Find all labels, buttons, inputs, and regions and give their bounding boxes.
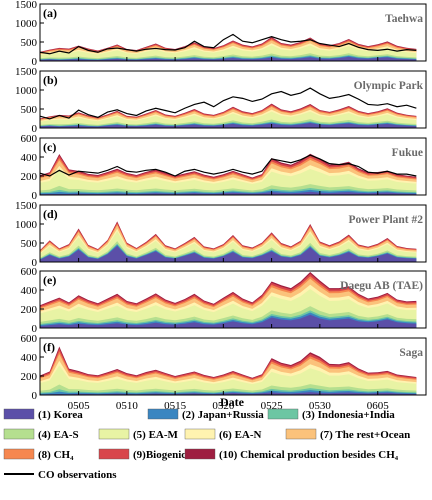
y-tick-label: 400 <box>21 352 38 364</box>
legend-item-ea_s: (4) EA-S <box>4 429 79 441</box>
legend-label: (1) Korea <box>38 409 83 421</box>
legend-item-chem_prod: (10) Chemical production besides CH₄ <box>185 449 399 461</box>
legend-item-ch4: (8) CH₄ <box>4 449 74 461</box>
legend-label: (9)Biogenic <box>133 449 186 461</box>
panel-label: (f) <box>43 340 55 354</box>
legend-label: (8) CH₄ <box>38 449 74 461</box>
y-tick-label: 500 <box>21 238 38 250</box>
site-title: Fukue <box>392 147 423 159</box>
y-tick-label: 600 <box>21 266 38 278</box>
legend-item-co-observations: CO observations <box>4 469 117 481</box>
legend-label: (6) EA-N <box>219 429 262 441</box>
legend: (1) Korea (2) Japan+Russia (3) Indonesia+I… <box>4 409 410 481</box>
legend-item-japan_russia: (2) Japan+Russia <box>148 409 264 421</box>
panel-label: (c) <box>43 140 56 154</box>
y-tick-label: 600 <box>21 333 38 345</box>
panel-6: 0 200 400 600 (f) Saga <box>21 333 427 402</box>
legend-label: (7) The rest+Ocean <box>320 429 410 441</box>
x-axis-title: Date <box>220 395 245 409</box>
y-tick-label: 200 <box>21 171 38 183</box>
panel-label: (d) <box>43 207 58 221</box>
legend-item-ea_m: (5) EA-M <box>99 429 179 441</box>
site-title: Saga <box>399 347 423 359</box>
legend-swatch <box>99 429 129 439</box>
y-tick-label: 1500 <box>15 0 38 11</box>
legend-swatch <box>286 429 316 439</box>
y-tick-label: 500 <box>21 37 38 49</box>
y-tick-label: 500 <box>21 104 38 116</box>
y-tick-label: 200 <box>21 371 38 383</box>
site-title: Daegu AB (TAE) <box>340 280 423 292</box>
legend-item-indonesia_india: (3) Indonesia+India <box>268 409 395 421</box>
y-tick-label: 1000 <box>15 219 38 231</box>
y-tick-label: 1500 <box>15 66 38 78</box>
legend-label: (3) Indonesia+India <box>302 409 395 421</box>
legend-swatch <box>99 449 129 459</box>
legend-item-ea_n: (6) EA-N <box>185 429 262 441</box>
panel-label: (e) <box>43 273 56 287</box>
legend-swatch <box>185 449 215 459</box>
panel-label: (b) <box>43 73 58 87</box>
panel-label: (a) <box>43 6 57 20</box>
legend-label: (4) EA-S <box>38 429 79 441</box>
legend-label: CO observations <box>38 469 117 481</box>
y-tick-label: 0 <box>32 390 38 402</box>
legend-label: (5) EA-M <box>133 429 179 441</box>
legend-label: (2) Japan+Russia <box>182 409 264 421</box>
legend-swatch <box>185 429 215 439</box>
y-tick-label: 400 <box>21 285 38 297</box>
site-title: Power Plant #2 <box>348 214 423 226</box>
site-title: Olympic Park <box>354 80 424 92</box>
y-tick-label: 200 <box>21 304 38 316</box>
y-tick-label: 1000 <box>15 18 38 30</box>
legend-swatch <box>268 409 298 419</box>
legend-swatch <box>4 429 34 439</box>
legend-swatch <box>4 409 34 419</box>
y-tick-label: 600 <box>21 133 38 145</box>
legend-swatch <box>148 409 178 419</box>
legend-item-korea: (1) Korea <box>4 409 83 421</box>
legend-swatch <box>4 449 34 459</box>
legend-item-rest_ocean: (7) The rest+Ocean <box>286 429 410 441</box>
y-tick-label: 1000 <box>15 85 38 97</box>
x-tick-label: 0510 <box>116 400 139 412</box>
legend-label: (10) Chemical production besides CH₄ <box>219 449 399 461</box>
legend-item-biogenic: (9)Biogenic <box>99 449 186 461</box>
y-tick-label: 1500 <box>15 200 38 212</box>
site-title: Taehwa <box>385 13 423 25</box>
y-tick-label: 400 <box>21 152 38 164</box>
